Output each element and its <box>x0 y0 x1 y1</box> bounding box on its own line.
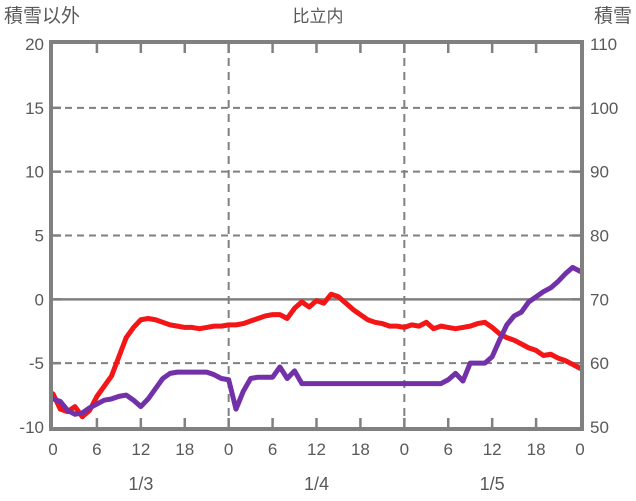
left-tick-label: 0 <box>35 290 44 309</box>
gridlines <box>53 44 580 427</box>
left-tick-label: 15 <box>25 99 44 118</box>
left-axis-tick-labels: 20 15 10 5 0 -5 -10 <box>19 35 44 437</box>
right-tick-label: 80 <box>590 227 609 246</box>
x-tick-label: 0 <box>224 440 233 459</box>
series-lines <box>50 264 583 420</box>
x-axis-day-labels: 1/3 1/4 1/5 <box>128 474 504 494</box>
left-tick-label: 5 <box>35 227 44 246</box>
right-tick-label: 50 <box>590 418 609 437</box>
day-label: 1/3 <box>128 474 153 494</box>
plot-frame <box>49 40 584 431</box>
day-label: 1/5 <box>480 474 505 494</box>
right-axis-tick-labels: 110 100 90 80 70 60 50 <box>590 35 618 437</box>
left-tick-label: -10 <box>19 418 44 437</box>
right-axis-title: 積雪 <box>594 5 632 27</box>
x-tick-label: 0 <box>48 440 57 459</box>
day-label: 1/4 <box>304 474 329 494</box>
series-line-non-snow <box>50 291 583 420</box>
x-tick-label: 6 <box>92 440 101 459</box>
x-tick-label: 0 <box>575 440 584 459</box>
x-axis-tick-labels: 0 6 12 18 0 6 12 18 0 6 12 18 0 <box>48 440 584 459</box>
x-tick-label: 18 <box>175 440 194 459</box>
right-tick-label: 70 <box>590 290 609 309</box>
series-line-snow <box>50 264 583 417</box>
x-tick-label: 12 <box>131 440 150 459</box>
x-tick-label: 12 <box>307 440 326 459</box>
x-tick-label: 0 <box>400 440 409 459</box>
x-tick-label: 6 <box>444 440 453 459</box>
left-tick-label: 20 <box>25 35 44 54</box>
x-tick-label: 18 <box>351 440 370 459</box>
x-tick-label: 12 <box>483 440 502 459</box>
right-tick-label: 110 <box>590 35 617 54</box>
right-tick-label: 60 <box>590 354 609 373</box>
left-axis-title: 積雪以外 <box>4 5 80 27</box>
right-tick-label: 100 <box>590 99 618 118</box>
x-tick-label: 18 <box>527 440 546 459</box>
chart-title: 比立内 <box>293 7 344 26</box>
left-tick-label: -5 <box>29 354 44 373</box>
x-tick-label: 6 <box>268 440 277 459</box>
axis-tickmarks <box>53 44 580 427</box>
left-tick-label: 10 <box>25 163 44 182</box>
right-tick-label: 90 <box>590 163 609 182</box>
